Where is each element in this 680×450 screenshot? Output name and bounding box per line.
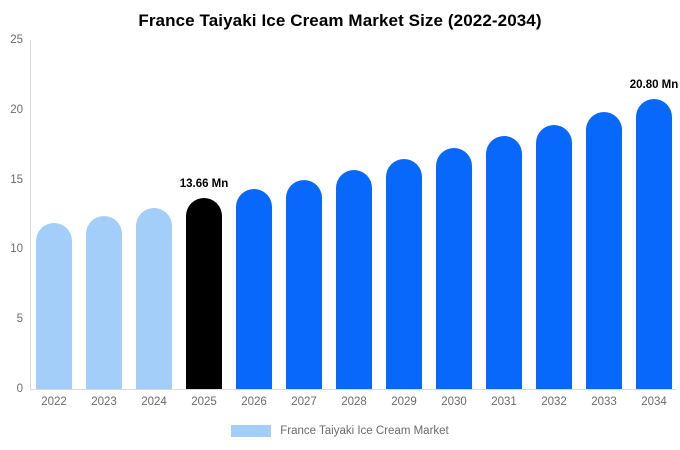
bar-value-label: 20.80 Mn (629, 78, 679, 91)
bar-2022 (36, 222, 72, 389)
bar-value-label: 13.66 Mn (179, 178, 229, 191)
bar-2034 (636, 98, 672, 389)
x-axis-tick-label: 2026 (241, 396, 267, 408)
x-axis-tick-label: 2032 (541, 396, 567, 408)
x-axis-tick-label: 2030 (441, 396, 467, 408)
x-axis-tick-label: 2028 (341, 396, 367, 408)
x-axis-tick-label: 2024 (141, 396, 167, 408)
bar-2029 (386, 158, 422, 389)
bar-2031 (486, 136, 522, 389)
legend-label: France Taiyaki Ice Cream Market (280, 425, 449, 437)
x-axis-tick-label: 2027 (291, 396, 317, 408)
plot-area: 0 5 10 15 20 25 2022 2023 2024 2025 2026 2027 2028 20… (10, 34, 679, 408)
x-axis-tick-label: 2031 (491, 396, 517, 408)
bar-2032 (536, 124, 572, 389)
chart-title: France Taiyaki Ice Cream Market Size (20… (138, 11, 542, 30)
legend-swatch (231, 425, 272, 437)
x-axis-tick-label: 2023 (91, 396, 117, 408)
y-axis-tick-label: 15 (10, 173, 23, 186)
x-axis-tick-label: 2034 (641, 396, 667, 408)
bar-2024 (136, 207, 172, 389)
x-axis-tick-label: 2022 (41, 396, 67, 408)
y-axis-tick-label: 25 (10, 34, 23, 46)
x-axis-tick-label: 2033 (591, 396, 617, 408)
x-axis-tick-label: 2029 (391, 396, 417, 408)
bar-2023 (86, 215, 122, 389)
bar-2028 (336, 169, 372, 389)
y-axis-tick-label: 0 (16, 383, 23, 395)
bar-2030 (436, 147, 472, 389)
legend[interactable]: France Taiyaki Ice Cream Market (0, 425, 680, 437)
y-axis-tick-label: 20 (10, 103, 23, 116)
bar-2026 (236, 189, 272, 389)
bar-2033 (586, 111, 622, 389)
bar-2025 (186, 198, 222, 389)
x-axis-tick-label: 2025 (191, 396, 217, 408)
y-axis-tick-label: 5 (16, 313, 23, 326)
y-axis-tick-label: 10 (10, 243, 23, 256)
bar-2027 (286, 179, 322, 389)
